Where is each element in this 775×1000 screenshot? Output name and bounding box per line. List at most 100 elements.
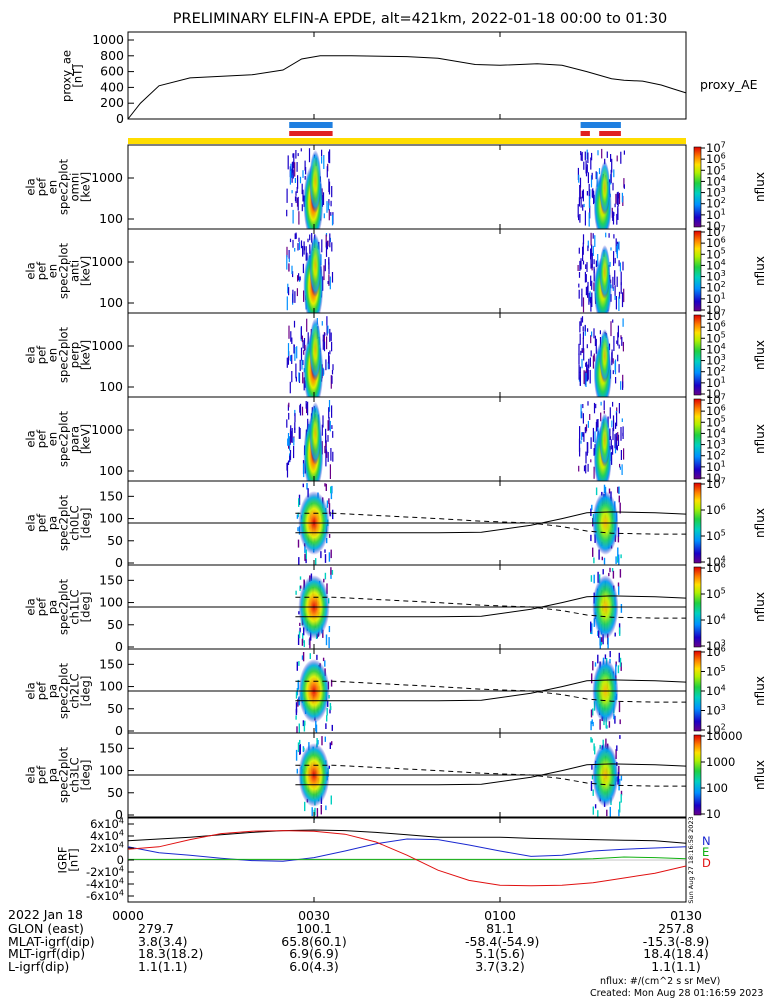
spec-pixel bbox=[286, 357, 288, 368]
colorbar-tick-label: 106 bbox=[706, 502, 726, 517]
colorbar-tick-label: 104 bbox=[706, 554, 726, 569]
spec-pixel bbox=[618, 241, 620, 251]
y-tick-label: 50 bbox=[107, 785, 123, 800]
spec-pixel bbox=[324, 549, 326, 553]
spec-pixel bbox=[591, 673, 593, 684]
spec-pixel bbox=[325, 359, 327, 371]
spec-pixel bbox=[286, 255, 288, 270]
spec-pixel bbox=[325, 428, 327, 443]
spec-pixel bbox=[582, 242, 584, 255]
spec-pixel bbox=[329, 511, 331, 517]
spec-pixel bbox=[618, 364, 620, 373]
colorbar-label: nflux bbox=[753, 592, 767, 622]
ylabel-line: ela bbox=[24, 178, 38, 195]
spec-pixel bbox=[590, 721, 592, 731]
spec-pixel bbox=[614, 285, 616, 297]
spec-pixel bbox=[301, 335, 303, 343]
y-tick-label: -2x104 bbox=[86, 864, 124, 879]
y-tick-label: 1000 bbox=[92, 32, 124, 47]
spec-pixel bbox=[297, 527, 299, 532]
spec-pixel bbox=[332, 509, 334, 520]
spec-pixel bbox=[326, 336, 328, 350]
spec-pixel bbox=[617, 191, 619, 207]
loss-cone-line bbox=[295, 679, 687, 702]
colorbar-tick-label: 102 bbox=[706, 280, 726, 295]
spec-pixel bbox=[295, 691, 298, 699]
spec-pixel bbox=[590, 709, 593, 718]
spec-pixel bbox=[616, 412, 618, 427]
spec-pixel bbox=[583, 370, 585, 384]
spec-pixel bbox=[614, 257, 616, 264]
spec-pixel bbox=[299, 744, 301, 755]
spec-pixel bbox=[287, 404, 289, 411]
spec-pixel bbox=[592, 708, 594, 716]
spec-pixel bbox=[592, 789, 594, 796]
colorbar-tick-label: 103 bbox=[706, 185, 726, 200]
spec-pixel bbox=[303, 640, 305, 648]
proxy-ae-line bbox=[127, 55, 687, 120]
spec-pixel bbox=[303, 350, 305, 355]
spec-pixel bbox=[325, 483, 327, 491]
y-tick-label: 0 bbox=[115, 639, 123, 654]
spec-pixel bbox=[605, 725, 608, 729]
colorbar-tick-label: 106 bbox=[706, 644, 726, 659]
spec-pixel bbox=[613, 234, 615, 239]
ylabel-line: ch1LC bbox=[68, 589, 82, 624]
proxy-ae-frame bbox=[127, 31, 687, 120]
spec-pixel bbox=[292, 289, 294, 303]
spec-pixel bbox=[607, 637, 609, 649]
spec-pixel bbox=[328, 637, 330, 649]
spec-pixel bbox=[588, 196, 591, 209]
ylabel-line: pef bbox=[35, 681, 49, 700]
y-tick-label: 100 bbox=[99, 211, 123, 226]
spec-pixel bbox=[597, 810, 599, 817]
spec-pixel bbox=[619, 463, 621, 468]
spec-pixel bbox=[578, 438, 581, 452]
colorbar-tick-label: 101 bbox=[706, 291, 726, 306]
spec-pixel bbox=[329, 464, 331, 479]
spec-pixel bbox=[585, 369, 587, 376]
spec-pixel bbox=[578, 364, 580, 380]
spec-pixel bbox=[618, 781, 620, 791]
spec-pixel bbox=[617, 535, 620, 543]
spec-pixel bbox=[614, 434, 616, 449]
spec-pixel bbox=[590, 248, 592, 260]
spec-pixel bbox=[619, 801, 621, 813]
spec-pixel bbox=[620, 282, 622, 294]
spec-pixel bbox=[595, 487, 598, 496]
spec-pixel bbox=[324, 483, 326, 487]
spec-pixel bbox=[331, 485, 333, 494]
colorbar bbox=[693, 650, 702, 732]
ylabel-line: IGRF bbox=[56, 847, 70, 874]
spec-pixel bbox=[300, 347, 303, 361]
x-tick-label: 0130 bbox=[670, 908, 702, 923]
ylabel-line: [deg] bbox=[79, 508, 93, 539]
spec-pixel bbox=[613, 212, 615, 216]
spec-pixel bbox=[602, 634, 604, 645]
spec-pixel bbox=[587, 240, 589, 248]
spec-pixel bbox=[620, 151, 622, 164]
spec-pixel bbox=[295, 363, 297, 379]
spec-pixel bbox=[286, 188, 288, 203]
spec-pixel bbox=[329, 149, 331, 164]
spec-pixel bbox=[297, 539, 300, 548]
spec-pixel bbox=[293, 445, 295, 459]
spec-pixel bbox=[288, 402, 290, 408]
y-tick-label: 800 bbox=[100, 48, 124, 63]
spec-pixel bbox=[612, 319, 614, 323]
spec-pixel bbox=[332, 451, 334, 462]
pitch-spectrogram bbox=[296, 483, 622, 567]
spec-pixel bbox=[579, 333, 581, 345]
y-tick-label: 4x104 bbox=[90, 828, 124, 843]
spec-pixel bbox=[290, 163, 292, 178]
spec-pixel bbox=[612, 570, 615, 579]
spec-pixel bbox=[609, 651, 611, 658]
spec-pixel bbox=[615, 661, 617, 667]
spec-pixel bbox=[609, 436, 612, 440]
spec-pixel bbox=[327, 325, 329, 334]
spec-pixel bbox=[328, 209, 330, 221]
chart-title: PRELIMINARY ELFIN-A EPDE, alt=421km, 202… bbox=[173, 11, 668, 27]
spec-pixel bbox=[295, 749, 298, 761]
spec-pixel bbox=[591, 719, 593, 724]
spec-pixel bbox=[290, 431, 292, 443]
